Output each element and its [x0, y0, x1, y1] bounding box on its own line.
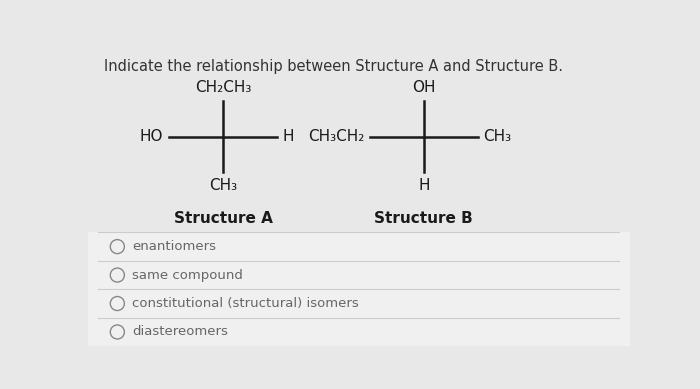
Text: HO: HO	[140, 129, 163, 144]
Text: Structure A: Structure A	[174, 212, 272, 226]
Text: CH₃: CH₃	[209, 179, 237, 193]
Text: CH₃CH₂: CH₃CH₂	[308, 129, 364, 144]
Text: enantiomers: enantiomers	[132, 240, 216, 253]
Text: Structure B: Structure B	[374, 212, 473, 226]
Text: OH: OH	[412, 80, 435, 95]
Text: Indicate the relationship between Structure A and Structure B.: Indicate the relationship between Struct…	[104, 59, 563, 74]
Text: H: H	[283, 129, 294, 144]
Text: same compound: same compound	[132, 268, 243, 282]
Text: CH₂CH₃: CH₂CH₃	[195, 80, 251, 95]
FancyBboxPatch shape	[88, 232, 630, 346]
Text: constitutional (structural) isomers: constitutional (structural) isomers	[132, 297, 358, 310]
Text: CH₃: CH₃	[484, 129, 512, 144]
Text: diastereomers: diastereomers	[132, 326, 228, 338]
Text: H: H	[418, 179, 430, 193]
